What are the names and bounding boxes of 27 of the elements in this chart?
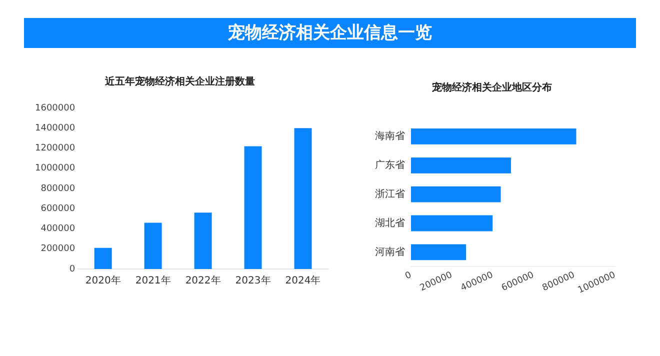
bar [294,128,312,269]
y-tick-label: 广东省 [375,158,405,171]
chart-title: 近五年宠物经济相关企业注册数量 [104,76,255,88]
y-tick-label: 1600000 [34,103,76,114]
y-tick-label: 河南省 [375,246,405,258]
y-tick-label: 浙江省 [375,188,405,200]
x-tick-label: 2020年 [85,274,121,287]
y-tick-label: 1400000 [34,123,76,134]
x-tick-label: 2021年 [135,274,171,287]
x-tick-label: 0 [404,270,414,282]
x-tick-label: 2022年 [185,274,221,287]
bar [94,248,112,269]
y-tick-label: 600000 [40,204,76,214]
y-tick-label: 海南省 [375,130,405,142]
bar [244,146,262,269]
y-tick-label: 400000 [40,224,76,234]
bar [194,212,212,269]
y-tick-label: 1200000 [34,144,76,154]
y-tick-label: 800000 [40,184,76,194]
x-tick-label: 2023年 [235,274,271,287]
chart-title: 宠物经济相关企业地区分布 [431,82,552,94]
x-tick-label: 2024年 [285,274,321,287]
y-tick-label: 200000 [40,244,76,254]
y-tick-label: 1000000 [34,164,76,174]
bar [144,222,162,269]
text: 宠物经济相关企业信息一览 [24,18,636,48]
y-tick-label: 湖北省 [375,216,405,229]
